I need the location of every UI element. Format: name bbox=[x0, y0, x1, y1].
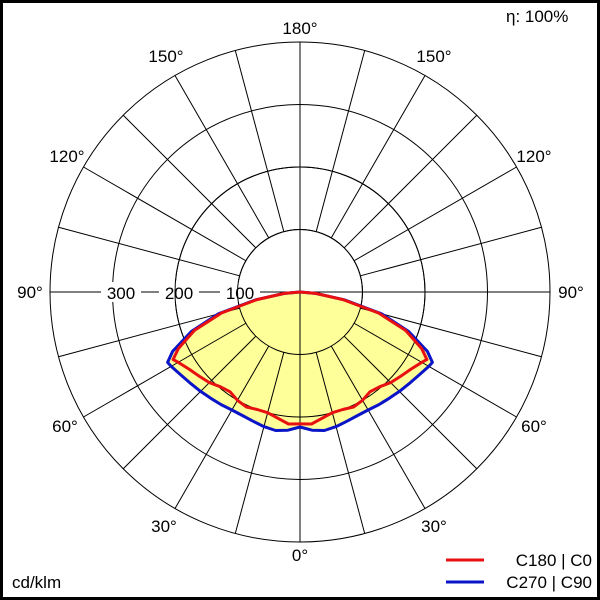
angle-label-120-right: 120° bbox=[516, 147, 551, 166]
radial-tick-label: 200 bbox=[165, 284, 193, 303]
efficiency-label: η: 100% bbox=[506, 7, 568, 26]
angle-label-30-right: 30° bbox=[421, 517, 447, 536]
angle-label-0: 0° bbox=[292, 546, 308, 565]
angle-label-180: 180° bbox=[282, 19, 317, 38]
intensity-curves bbox=[166, 166, 434, 432]
angle-label-150-left: 150° bbox=[148, 47, 183, 66]
grid-spoke bbox=[174, 75, 270, 239]
grid-spoke bbox=[343, 114, 478, 249]
angle-label-90-left: 90° bbox=[17, 283, 43, 302]
radial-tick-label: 300 bbox=[107, 284, 135, 303]
angle-label-90-right: 90° bbox=[558, 283, 584, 302]
angle-label-60-left: 60° bbox=[52, 417, 78, 436]
grid-spoke bbox=[83, 166, 247, 262]
legend-label-c0: C180 | C0 bbox=[516, 551, 592, 570]
grid-spoke bbox=[353, 166, 517, 262]
radial-tick-label: 100 bbox=[226, 284, 254, 303]
grid-ring bbox=[49, 41, 551, 543]
unit-label: cd/klm bbox=[12, 573, 61, 592]
series-curve bbox=[171, 290, 429, 426]
legend: C180 | C0 C270 | C90 bbox=[446, 551, 592, 592]
angle-label-60-right: 60° bbox=[521, 417, 547, 436]
grid-spoke bbox=[234, 50, 285, 232]
angle-label-30-left: 30° bbox=[151, 517, 177, 536]
grid-spoke bbox=[58, 226, 240, 277]
legend-label-c90: C270 | C90 bbox=[506, 573, 592, 592]
grid-spoke bbox=[58, 307, 240, 358]
grid-spoke bbox=[360, 226, 542, 277]
grid-spoke bbox=[360, 307, 542, 358]
grid-spoke bbox=[315, 50, 366, 232]
angle-label-120-left: 120° bbox=[49, 147, 84, 166]
angle-label-150-right: 150° bbox=[416, 47, 451, 66]
series-curve bbox=[166, 290, 434, 432]
grid-spoke bbox=[330, 75, 426, 239]
grid-spoke bbox=[122, 114, 257, 249]
